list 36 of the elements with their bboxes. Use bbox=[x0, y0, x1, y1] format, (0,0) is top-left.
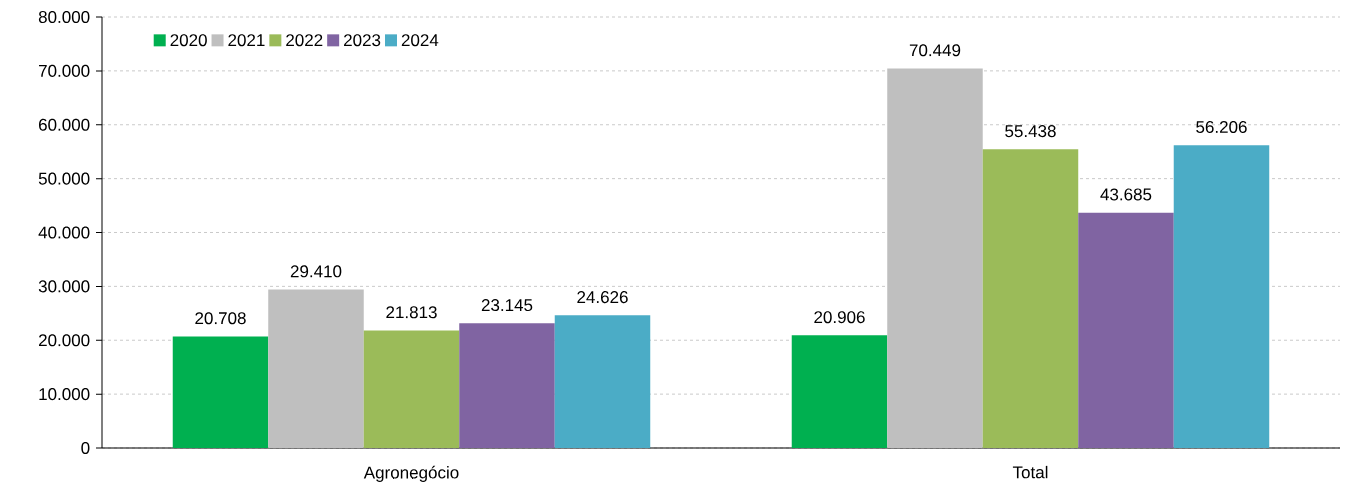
data-label: 55.438 bbox=[1005, 125, 1056, 138]
legend-label: 2023 bbox=[344, 34, 381, 47]
y-tick-label: 50.000 bbox=[38, 172, 90, 185]
data-label: 43.685 bbox=[1100, 188, 1152, 201]
legend-label: 2020 bbox=[170, 34, 207, 47]
bar bbox=[982, 149, 1079, 448]
bar bbox=[791, 335, 888, 448]
y-tick-label: 80.000 bbox=[38, 10, 90, 24]
x-tick-label: Agronegócio bbox=[363, 465, 459, 482]
y-tick-label: 60.000 bbox=[39, 118, 90, 131]
legend-label: 2022 bbox=[286, 34, 323, 47]
legend-label: 2024 bbox=[401, 34, 439, 47]
data-label: 20.708 bbox=[195, 312, 246, 325]
bar bbox=[887, 68, 983, 448]
bar bbox=[172, 336, 269, 448]
legend-label: 2021 bbox=[228, 34, 265, 47]
data-label: 29.410 bbox=[290, 265, 342, 278]
data-label: 70.449 bbox=[909, 44, 961, 57]
bar bbox=[554, 315, 651, 448]
y-tick-label: 20.000 bbox=[39, 334, 90, 347]
data-label: 20.906 bbox=[814, 311, 865, 324]
y-tick-label: 40.000 bbox=[38, 226, 90, 239]
y-tick-label: 30.000 bbox=[38, 280, 90, 293]
bar bbox=[1078, 212, 1174, 448]
data-label: 21.813 bbox=[386, 306, 437, 319]
bar bbox=[1173, 145, 1270, 448]
y-tick-label: 70.000 bbox=[39, 64, 90, 77]
bar bbox=[363, 330, 460, 448]
bar bbox=[268, 289, 364, 448]
data-label: 23.145 bbox=[481, 299, 533, 312]
y-tick-label: 10.000 bbox=[39, 388, 90, 401]
data-label: 56.206 bbox=[1196, 120, 1247, 133]
y-tick-label: 0 bbox=[81, 441, 90, 455]
data-label: 24.626 bbox=[577, 291, 628, 304]
bar bbox=[459, 323, 555, 448]
x-tick-label: Total bbox=[1012, 465, 1048, 479]
